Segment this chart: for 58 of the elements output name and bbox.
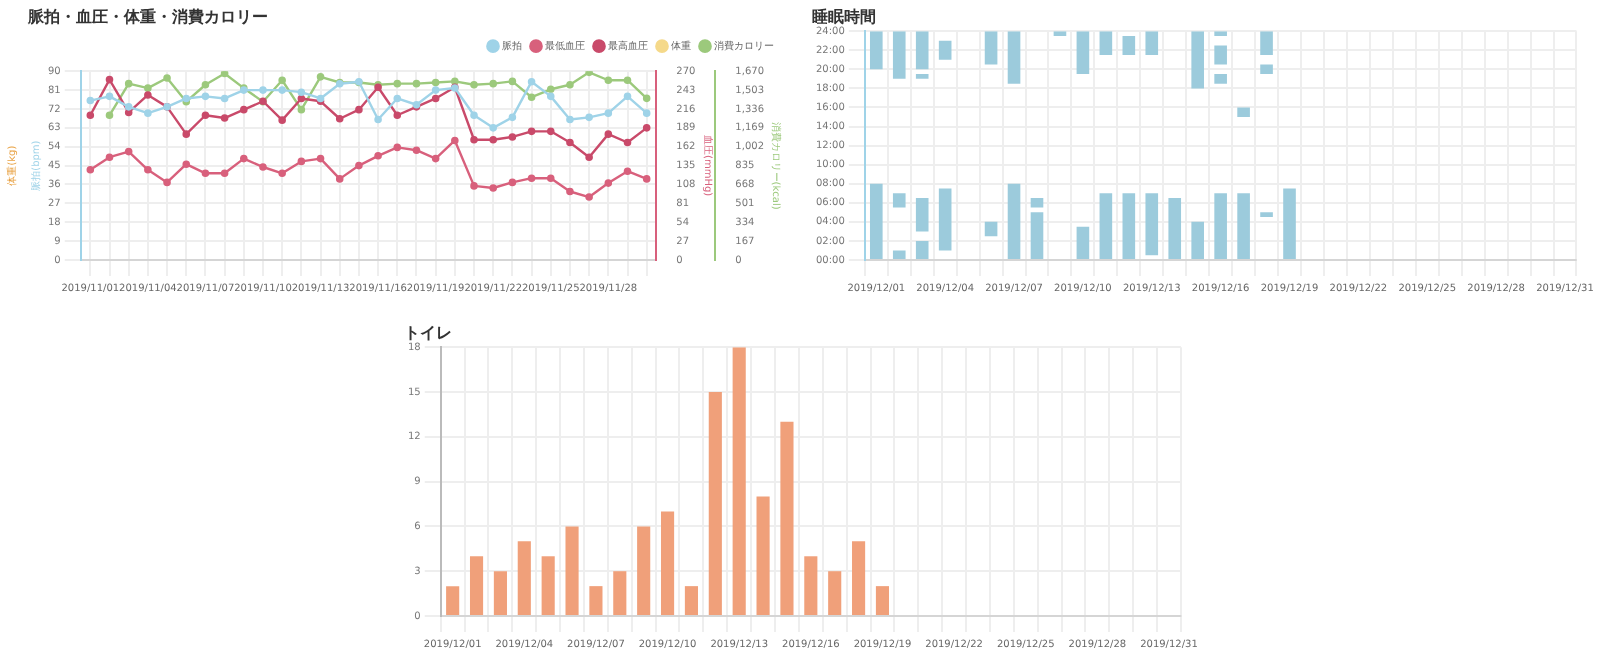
bar: [892, 250, 906, 259]
bar: [984, 221, 998, 237]
bar: [869, 183, 883, 259]
bar: [1007, 183, 1021, 259]
bar: [589, 586, 603, 615]
bar: [660, 511, 675, 615]
bar: [1145, 193, 1159, 256]
bar: [1214, 45, 1227, 65]
bar: [915, 240, 929, 259]
bar: [446, 586, 460, 615]
bar: [708, 392, 722, 615]
bar: [1076, 31, 1090, 75]
bar: [938, 40, 952, 60]
bar: [875, 586, 890, 615]
bar: [828, 571, 842, 615]
bar: [1260, 212, 1273, 218]
bar: [938, 188, 952, 251]
bar: [1260, 64, 1273, 75]
bar: [1283, 188, 1296, 259]
chart-title: 脈拍・血圧・体重・消費カロリー: [26, 7, 268, 26]
bar: [892, 193, 906, 208]
bar: [852, 541, 866, 615]
bar: [1099, 193, 1113, 259]
bar: [892, 31, 906, 79]
bar: [517, 541, 531, 615]
bar: [804, 556, 818, 615]
bar: [1191, 221, 1204, 259]
bar: [1191, 31, 1204, 89]
bar: [637, 526, 651, 615]
bar: [1214, 193, 1227, 259]
bar: [1007, 31, 1021, 84]
bar: [984, 31, 998, 65]
bar: [1168, 198, 1182, 259]
bar: [684, 586, 699, 615]
bar: [869, 31, 883, 70]
bar: [1237, 193, 1250, 259]
bar: [565, 526, 579, 615]
bar: [469, 556, 484, 615]
bar: [1145, 31, 1159, 56]
bar: [1030, 212, 1044, 259]
bar: [1030, 198, 1044, 208]
bar: [1122, 193, 1136, 259]
bar: [1260, 31, 1273, 56]
bar: [1214, 74, 1227, 84]
bar: [915, 198, 929, 232]
bar: [493, 571, 507, 615]
chart-title: 睡眠時間: [812, 7, 876, 26]
bar: [1237, 107, 1250, 117]
bar: [541, 556, 555, 615]
bar: [1122, 35, 1136, 56]
bar: [1099, 31, 1113, 56]
bar: [780, 421, 794, 615]
bar: [613, 571, 627, 615]
bar: [915, 31, 929, 70]
chart-title: トイレ: [404, 323, 452, 342]
bar: [732, 347, 746, 615]
bar: [756, 496, 770, 615]
bar: [1076, 226, 1090, 259]
